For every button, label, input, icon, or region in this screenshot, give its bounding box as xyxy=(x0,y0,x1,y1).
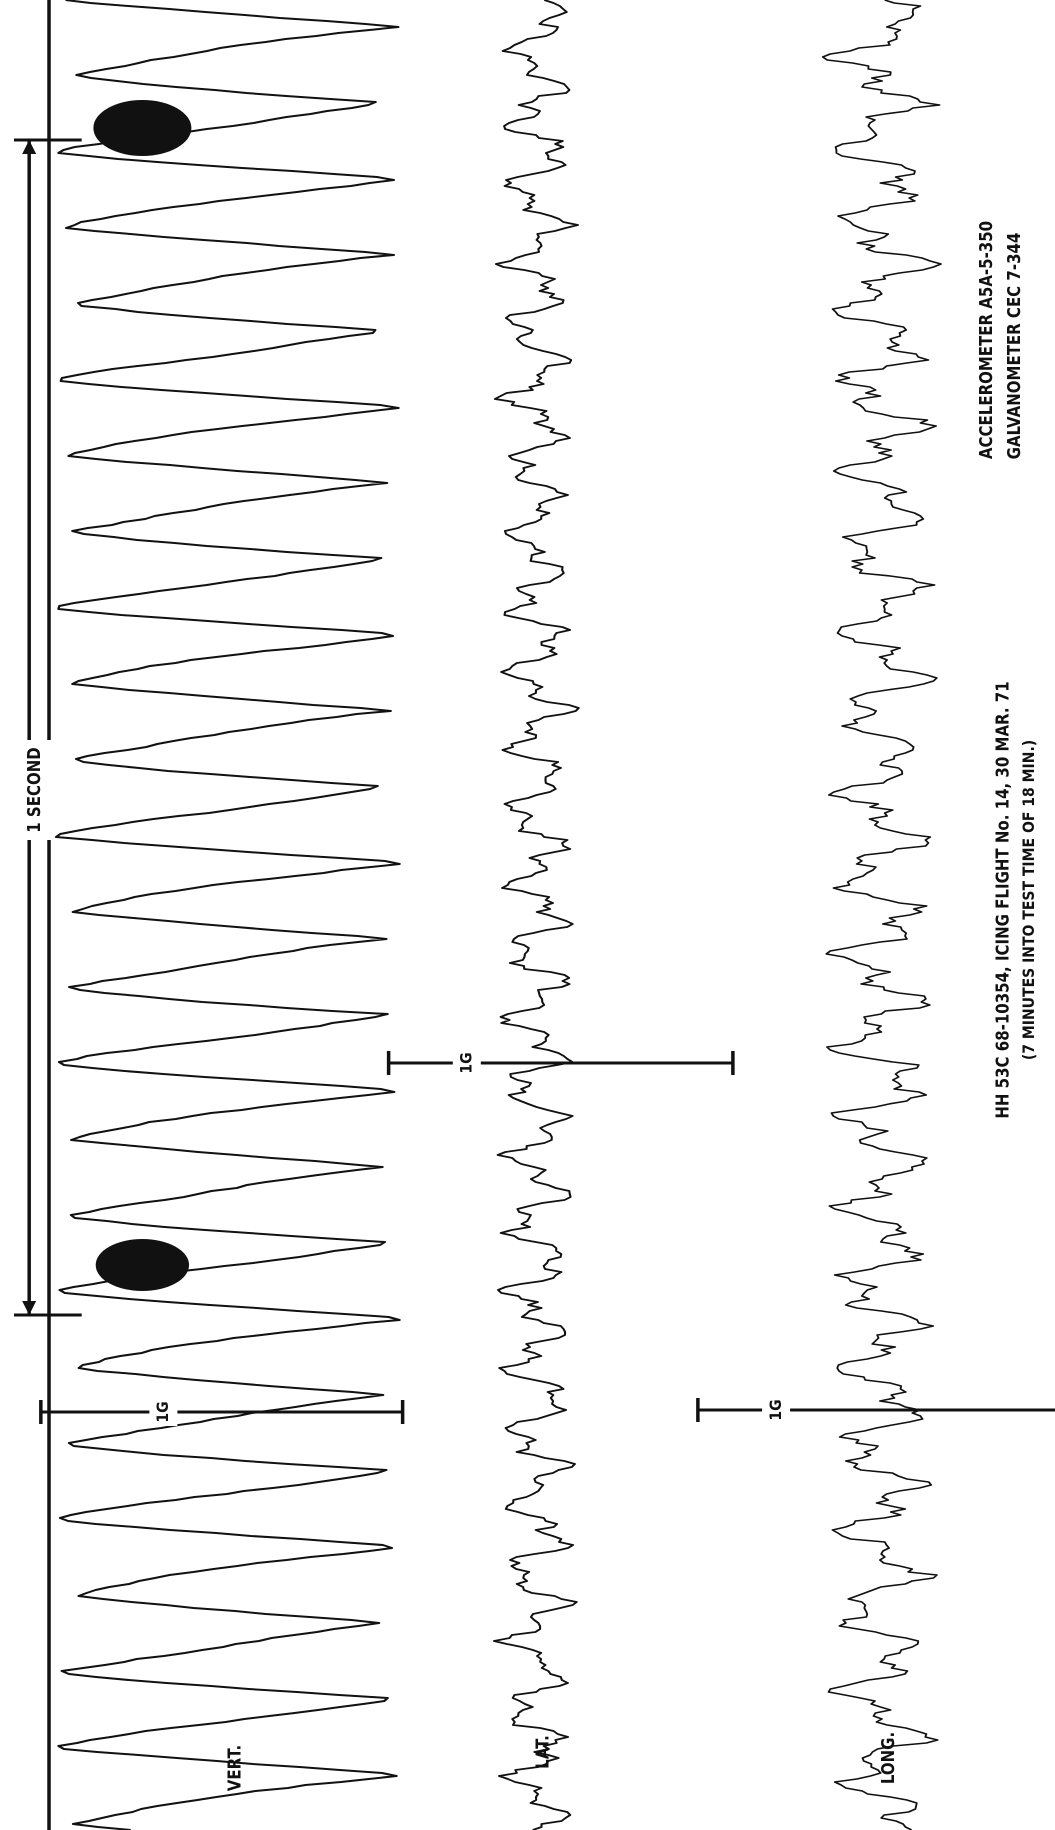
traces xyxy=(54,0,942,1830)
long-scale: 1G xyxy=(696,1396,1055,1424)
label-bg xyxy=(762,1396,791,1424)
long-trace xyxy=(821,0,942,1830)
scale-label: 1G xyxy=(457,1052,476,1073)
scale-label: 1G xyxy=(766,1399,785,1420)
note: ACCELEROMETER A5A-5-350 xyxy=(976,221,996,459)
label-bg xyxy=(149,1398,178,1426)
channel-label: VERT. xyxy=(224,1745,244,1791)
lat-trace xyxy=(492,0,580,1830)
lat-scale: 1G xyxy=(386,1049,735,1077)
trace-blob xyxy=(93,100,192,156)
scale-label: 1G xyxy=(153,1401,172,1422)
note: GALVANOMETER CEC 7-344 xyxy=(1004,233,1024,460)
channel-label: LAT. xyxy=(533,1735,553,1769)
channel-label: LONG. xyxy=(878,1732,898,1784)
label-bg xyxy=(452,1049,481,1077)
note: (7 MINUTES INTO TEST TIME OF 18 MIN.) xyxy=(1019,740,1038,1060)
note: HH 53C 68-10354, ICING FLIGHT No. 14, 30… xyxy=(992,681,1012,1118)
timing-label: 1 SECOND xyxy=(24,747,44,832)
vert-trace xyxy=(54,0,401,1830)
trace-blob xyxy=(95,1239,190,1291)
vert-scale: 1G xyxy=(39,1398,405,1426)
